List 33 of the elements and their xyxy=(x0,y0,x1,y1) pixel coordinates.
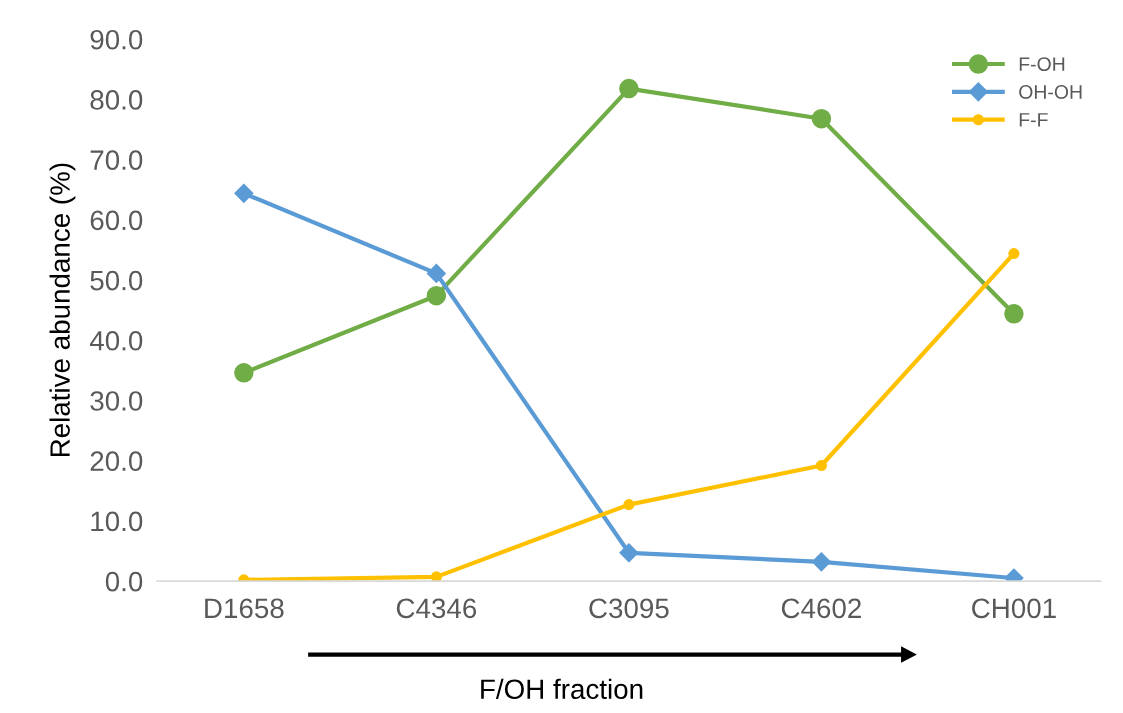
x-tick-label: C4602 xyxy=(781,598,861,619)
legend-label: F-F xyxy=(1019,113,1048,127)
point xyxy=(1008,248,1020,260)
x-tick-label: C3095 xyxy=(589,598,669,619)
y-tick-label: 20.0 xyxy=(90,451,143,472)
y-tick-label: 50.0 xyxy=(90,270,143,291)
y-tick-label: 40.0 xyxy=(89,330,143,351)
x-axis-title: F/OH fraction xyxy=(481,678,643,700)
point xyxy=(811,108,832,129)
point xyxy=(811,552,831,572)
legend-label: OH-OH xyxy=(1019,85,1082,99)
point xyxy=(234,183,254,203)
y-tick-label: 30.0 xyxy=(90,391,143,411)
y-tick-label: 70.0 xyxy=(90,150,143,170)
point xyxy=(426,263,446,283)
legend-label: F-OH xyxy=(1019,57,1065,71)
point xyxy=(623,499,635,511)
x-tick-label: C4346 xyxy=(396,598,477,619)
point xyxy=(815,459,827,472)
y-tick-label: 60.0 xyxy=(90,210,143,231)
point xyxy=(430,571,442,582)
point xyxy=(426,285,447,306)
x-tick-label: CH001 xyxy=(972,598,1056,619)
y-tick-label: 10.0 xyxy=(91,511,143,532)
point xyxy=(234,363,254,383)
point xyxy=(619,78,639,99)
y-tick-label: 80.0 xyxy=(90,90,143,110)
y-tick-label: 0.0 xyxy=(105,571,143,592)
point xyxy=(619,543,639,563)
x-tick-label: D1658 xyxy=(205,598,284,619)
y-tick-label: 90.0 xyxy=(90,29,143,50)
y-axis-title: Relative abundance (%) xyxy=(49,163,76,457)
point xyxy=(1004,304,1024,324)
